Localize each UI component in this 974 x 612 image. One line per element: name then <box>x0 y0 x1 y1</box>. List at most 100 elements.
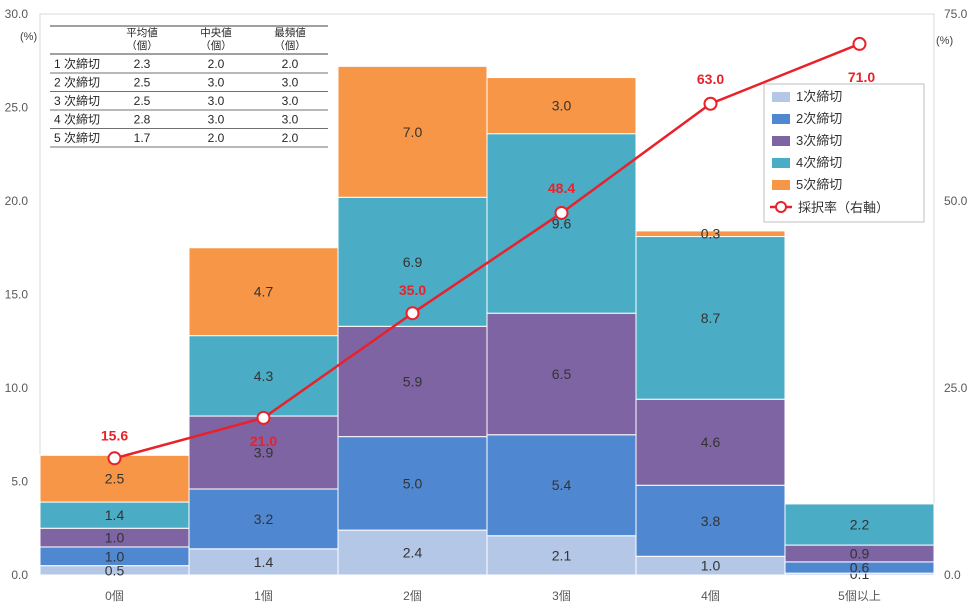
y2-tick-label: 75.0 <box>944 7 968 21</box>
y-tick-label: 5.0 <box>11 475 28 489</box>
bar-value-label: 1.4 <box>105 507 125 523</box>
y-tick-label: 25.0 <box>5 101 29 115</box>
bar-segment <box>635 484 786 557</box>
bar-value-label: 0.3 <box>701 226 721 242</box>
x-tick-label: 4個 <box>701 589 720 603</box>
bar-value-label: 2.4 <box>403 545 423 561</box>
bar-value-label: 4.3 <box>254 368 274 384</box>
bar-segment <box>337 65 488 198</box>
bar-value-label: 1.4 <box>254 554 274 570</box>
rate-value-label: 15.6 <box>101 427 128 443</box>
table-mode: 2.0 <box>282 57 299 71</box>
bar-segment <box>188 247 339 337</box>
legend-swatch <box>772 92 790 102</box>
rate-value-label: 21.0 <box>250 433 277 449</box>
bar-value-label: 8.7 <box>701 310 721 326</box>
y-tick-label: 0.0 <box>11 568 28 582</box>
bar-value-label: 7.0 <box>403 124 423 140</box>
rate-point <box>256 410 271 425</box>
rate-point <box>107 451 122 466</box>
bar-value-label: 3.8 <box>701 513 721 529</box>
y-tick-label: 10.0 <box>5 381 29 395</box>
table-median: 3.0 <box>208 113 225 127</box>
table-median: 3.0 <box>208 94 225 108</box>
bar-segment <box>188 415 339 490</box>
bar-segment <box>39 501 190 529</box>
table-mean: 2.5 <box>134 94 151 108</box>
bar-value-label: 4.7 <box>254 284 274 300</box>
table-median: 2.0 <box>208 57 225 71</box>
legend-label: 4次締切 <box>796 155 842 170</box>
bar-segment <box>337 325 488 438</box>
table-row-label: 4 次締切 <box>54 112 100 127</box>
bar-value-label: 5.4 <box>552 477 572 493</box>
table-mean: 2.3 <box>134 57 151 71</box>
table-mode: 3.0 <box>282 113 299 127</box>
bar-segment <box>486 133 637 314</box>
bar-segment <box>188 488 339 550</box>
bar-segment <box>337 529 488 576</box>
table-header-unit: （個） <box>126 39 158 52</box>
bar-value-label: 9.6 <box>552 215 572 231</box>
legend-line-marker <box>775 201 787 213</box>
legend-label: 採択率（右軸） <box>798 200 889 215</box>
table-median: 2.0 <box>208 131 225 145</box>
x-tick-label: 1個 <box>254 589 273 603</box>
y-tick-label: 30.0 <box>5 7 29 21</box>
table-row-label: 1 次締切 <box>54 56 100 71</box>
table-mean: 2.5 <box>134 76 151 90</box>
table-header-unit: （個） <box>200 39 232 52</box>
rate-value-label: 71.0 <box>848 69 875 85</box>
bar-value-label: 6.5 <box>552 366 572 382</box>
table-header: 平均値 <box>126 26 158 39</box>
table-mode: 3.0 <box>282 94 299 108</box>
bar-segment <box>486 77 637 135</box>
bar-value-label: 0.9 <box>850 545 870 561</box>
legend-swatch <box>772 136 790 146</box>
bar-value-label: 1.0 <box>105 548 125 564</box>
y-axis-unit: (%) <box>20 31 37 43</box>
bar-value-label: 1.0 <box>105 530 125 546</box>
bar-value-label: 1.0 <box>701 558 721 574</box>
rate-point <box>852 36 867 51</box>
bar-value-label: 3.9 <box>254 445 274 461</box>
legend-box <box>763 83 925 223</box>
bar-segment <box>635 398 786 486</box>
bar-value-label: 5.0 <box>403 475 423 491</box>
table-row-label: 2 次締切 <box>54 75 100 90</box>
table-row-label: 5 次締切 <box>54 130 100 145</box>
table-header: 中央値 <box>200 26 232 39</box>
bar-value-label: 3.0 <box>552 98 572 114</box>
x-tick-label: 5個以上 <box>838 589 881 603</box>
x-tick-label: 3個 <box>552 589 571 603</box>
bar-segment <box>337 196 488 327</box>
bar-value-label: 0.5 <box>105 562 125 578</box>
bar-segment <box>486 434 637 537</box>
y-tick-label: 15.0 <box>5 288 29 302</box>
y-tick-label: 20.0 <box>5 194 29 208</box>
bar-segment <box>635 230 786 238</box>
bar-segment <box>784 503 935 546</box>
legend-swatch <box>772 114 790 124</box>
bar-value-label: 3.2 <box>254 511 274 527</box>
y2-tick-label: 50.0 <box>944 194 968 208</box>
bar-value-label: 2.5 <box>105 471 125 487</box>
x-tick-label: 0個 <box>105 589 124 603</box>
bar-value-label: 6.9 <box>403 254 423 270</box>
table-row-label: 3 次締切 <box>54 93 100 108</box>
legend-label: 3次締切 <box>796 133 842 148</box>
legend-swatch <box>772 158 790 168</box>
rate-line <box>114 42 860 460</box>
table-mode: 2.0 <box>282 131 299 145</box>
rate-value-label: 35.0 <box>399 282 426 298</box>
table-header: 最頻値 <box>274 26 306 39</box>
x-tick-label: 2個 <box>403 589 422 603</box>
bar-value-label: 0.6 <box>850 560 870 576</box>
table-mean: 1.7 <box>134 131 151 145</box>
y2-tick-label: 0.0 <box>944 568 961 582</box>
rate-value-label: 63.0 <box>697 71 724 87</box>
table-header-unit: （個） <box>274 39 306 52</box>
bar-value-label: 4.6 <box>701 434 721 450</box>
rate-value-label: 48.4 <box>548 180 575 196</box>
